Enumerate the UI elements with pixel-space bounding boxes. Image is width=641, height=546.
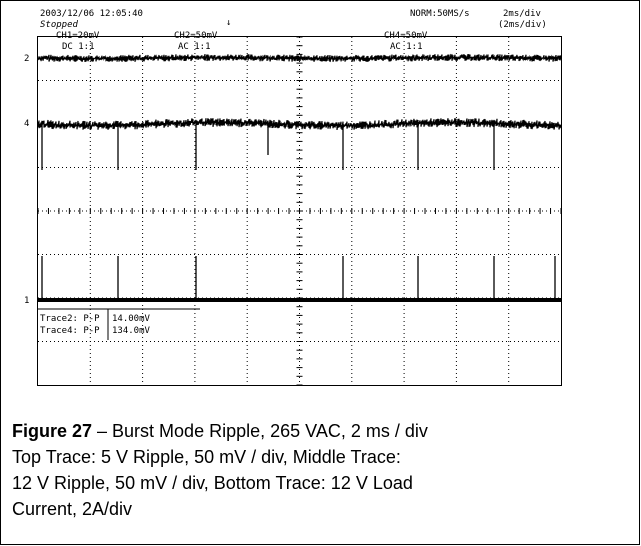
- timebase-zoom: (2ms/div): [498, 20, 547, 30]
- trace-12v: [37, 118, 562, 131]
- trace-current: [38, 298, 561, 302]
- channel-coupling: DC 1:1: [62, 42, 95, 52]
- timebase: 2ms/div: [503, 9, 541, 19]
- channel-scale: CH2=50mV: [174, 31, 218, 41]
- caption-line: 12 V Ripple, 50 mV / div, Bottom Trace: …: [12, 473, 413, 493]
- trace-marker: 2: [24, 54, 29, 64]
- measure-name: Trace2: P-P: [40, 314, 100, 324]
- status: Stopped: [40, 20, 79, 30]
- channel-scale: CH1=20mV: [56, 31, 100, 41]
- caption-label: Figure 27: [12, 421, 92, 441]
- trace-5v: [37, 53, 562, 63]
- channel-coupling: AC 1:1: [178, 42, 211, 52]
- channel-scale: CH4=50mV: [384, 31, 428, 41]
- caption-line: Top Trace: 5 V Ripple, 50 mV / div, Midd…: [12, 447, 401, 467]
- timestamp: 2003/12/06 12:05:40: [40, 9, 143, 19]
- caption-text: – Burst Mode Ripple, 265 VAC, 2 ms / div: [92, 421, 428, 441]
- sampling: NORM:50MS/s: [410, 9, 470, 19]
- measure-value: 134.0mV: [112, 326, 151, 336]
- caption-line: Current, 2A/div: [12, 499, 132, 519]
- trace-marker: 1: [24, 296, 29, 306]
- traces: [37, 53, 562, 302]
- caption-line: Figure 27 – Burst Mode Ripple, 265 VAC, …: [12, 421, 428, 441]
- measure-name: Trace4: P-P: [40, 326, 100, 336]
- channel-coupling: AC 1:1: [390, 42, 423, 52]
- measure-value: 14.00mV: [112, 314, 151, 324]
- oscilloscope: 2003/12/06 12:05:40 Stopped ↓ NORM:50MS/…: [24, 9, 562, 386]
- trace-marker: 4: [24, 119, 29, 129]
- trigger-marker: ↓: [226, 18, 231, 28]
